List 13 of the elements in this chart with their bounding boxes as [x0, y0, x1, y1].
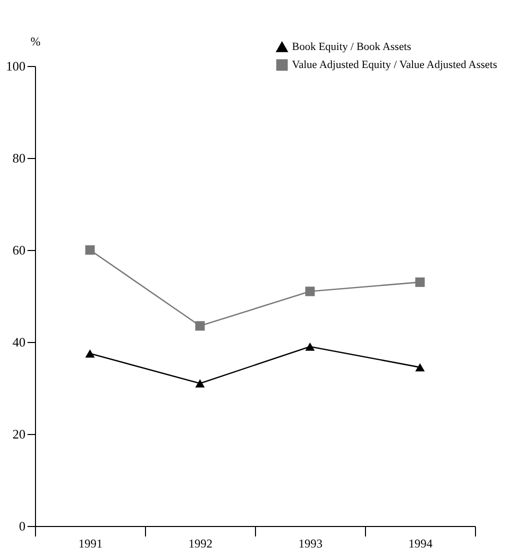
x-tick-label: 1991 [78, 536, 102, 550]
y-tick-label: 100 [6, 58, 26, 74]
legend-label: Value Adjusted Equity / Value Adjusted Assets [292, 59, 498, 71]
y-tick-label: 60 [12, 242, 26, 258]
x-tick-label: 1993 [298, 536, 322, 550]
y-tick-label: 0 [19, 518, 26, 534]
x-tick-label: 1992 [188, 536, 212, 550]
y-tick-label: 40 [12, 334, 26, 350]
y-tick-label: 80 [12, 150, 26, 166]
y-axis-title: % [30, 34, 40, 48]
x-tick-label: 1994 [408, 536, 432, 550]
y-tick-label: 20 [12, 426, 26, 442]
legend-label: Book Equity / Book Assets [292, 41, 412, 53]
